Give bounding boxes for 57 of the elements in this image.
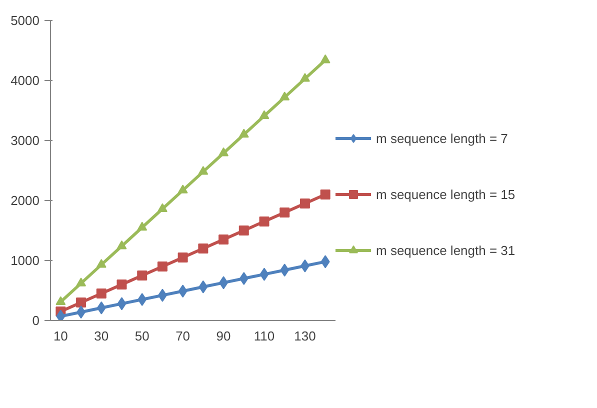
point	[280, 264, 290, 277]
point	[116, 280, 127, 290]
x-tick-label: 30	[94, 328, 109, 344]
point	[96, 288, 106, 298]
point	[300, 198, 310, 208]
x-tick-label: 50	[134, 328, 150, 344]
point	[218, 234, 229, 244]
point	[56, 310, 66, 320]
point	[198, 244, 208, 254]
point	[76, 306, 86, 319]
point	[117, 297, 126, 310]
point	[116, 240, 127, 250]
legend-label: m sequence length = 15	[376, 186, 516, 202]
point	[138, 293, 147, 306]
y-tick-label: 5000	[10, 13, 40, 28]
point	[157, 203, 168, 212]
point	[178, 284, 188, 298]
point	[137, 222, 148, 231]
point	[178, 184, 188, 194]
x-tick-label: 70	[176, 328, 190, 344]
point	[96, 259, 106, 268]
point	[320, 255, 330, 268]
point	[320, 54, 330, 64]
y-tick-label: 4000	[10, 73, 40, 88]
x-tick-label: 10	[53, 328, 68, 344]
point	[219, 276, 228, 290]
point	[198, 280, 208, 294]
y-tick-label: 2000	[10, 193, 40, 208]
point	[320, 190, 330, 200]
point	[56, 296, 66, 305]
y-tick-label: 1000	[10, 253, 40, 268]
point	[178, 252, 188, 262]
legend-label: m sequence length = 31	[376, 242, 516, 258]
point	[259, 110, 270, 119]
y-tick-label: 0	[32, 313, 40, 328]
point	[280, 92, 290, 100]
x-tick-label: 110	[254, 328, 275, 344]
point	[239, 272, 248, 285]
point	[259, 216, 270, 226]
point	[76, 278, 86, 286]
x-tick-label: 90	[216, 328, 231, 344]
legend-label: m sequence length = 7	[376, 130, 508, 146]
point	[157, 262, 168, 272]
point	[300, 73, 310, 82]
point	[198, 166, 208, 175]
x-tick-label: 130	[294, 328, 316, 344]
point	[96, 301, 106, 314]
point	[280, 208, 290, 218]
point	[260, 268, 269, 281]
point	[218, 147, 229, 156]
point	[76, 298, 86, 308]
y-tick-label: 3000	[10, 133, 40, 148]
point	[158, 288, 167, 302]
point	[137, 270, 148, 280]
point	[238, 128, 249, 138]
point	[300, 259, 310, 272]
point	[238, 226, 249, 236]
